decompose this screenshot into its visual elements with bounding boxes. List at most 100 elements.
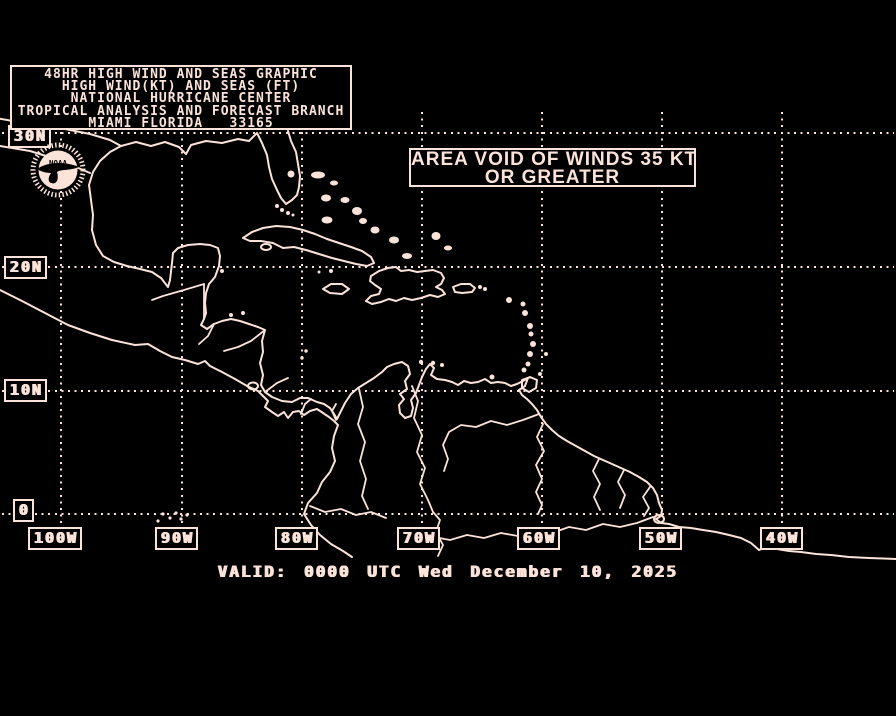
aruba [418, 359, 424, 365]
cuba [242, 225, 375, 267]
lon-label-80w: 80W [275, 527, 319, 550]
bahamas-island [340, 197, 350, 203]
bahamas-island [359, 218, 367, 224]
florida-key [275, 204, 279, 208]
margarita-island [489, 374, 495, 380]
san-andres-island [300, 356, 304, 360]
border-colombia-ecuador [309, 505, 387, 519]
antilles-island [520, 301, 526, 307]
border-suriname-frenchguiana [617, 469, 626, 509]
virgin-island [483, 287, 487, 291]
title-line: HIGH WIND(KT) AND SEAS (FT) [61, 79, 301, 95]
antilles-island [525, 361, 531, 367]
border-nicaragua-costarica [264, 377, 289, 393]
border-costarica-panama [300, 398, 312, 415]
border-mexico-guatemala [151, 283, 205, 301]
noaa-logo: NOAA [30, 142, 86, 198]
antilles-island [530, 341, 536, 347]
noaa-seagull-icon [37, 163, 79, 184]
border-honduras-nicaragua [223, 329, 266, 352]
curacao [430, 360, 436, 366]
coast-gulf-florida [0, 117, 301, 205]
antilles-island [527, 351, 533, 357]
border-panama-colombia [331, 403, 337, 421]
puerto-rico [452, 283, 476, 294]
bahamas-island [431, 232, 441, 240]
galapagos-island [168, 516, 172, 520]
lat-label-20n: 20N [4, 256, 48, 279]
cozumel-island [220, 269, 224, 273]
border-venezuela-guyana [535, 423, 545, 515]
antilles-island [528, 331, 534, 337]
border-guyana-suriname [592, 458, 601, 511]
florida-key [291, 213, 295, 217]
lake-okeechobee [287, 170, 295, 178]
tobago [538, 372, 542, 376]
border-guatemala-honduras [198, 323, 215, 345]
bahamas-island [402, 253, 412, 259]
lat-label-0: 0 [13, 499, 35, 522]
lon-label-60w: 60W [517, 527, 561, 550]
antilles-island [506, 297, 512, 303]
lon-label-100w: 100W [28, 527, 83, 550]
bahamas-island [321, 216, 333, 224]
antilles-island [522, 310, 528, 316]
lon-label-50w: 50W [639, 527, 683, 550]
border-frenchguiana-brazil [642, 486, 651, 517]
title-box: 48HR HIGH WIND AND SEAS GRAPHIC HIGH WIN… [10, 65, 352, 130]
florida-key [286, 211, 290, 215]
galapagos-island [179, 517, 183, 521]
valid-time-text: VALID: 0000 UTC Wed December 10, 2025 [217, 562, 679, 581]
annotation-line: OR GREATER [484, 167, 621, 188]
grid-lines [2, 112, 894, 526]
title-line: 48HR HIGH WIND AND SEAS GRAPHIC [44, 67, 318, 82]
borders-rivers [151, 283, 654, 557]
area-void-annotation-box: AREA VOID OF WINDS 35 KT OR GREATER [409, 148, 696, 187]
marajo-island [653, 514, 665, 524]
bahamas-island [389, 236, 399, 244]
trinidad [521, 376, 538, 393]
orinoco-river [442, 413, 540, 472]
cayman-island [329, 269, 333, 273]
noaa-logo-text-ring [30, 142, 86, 198]
bahamas-island [444, 245, 452, 251]
bahamas-island [311, 171, 325, 179]
lake-nicaragua [247, 381, 259, 391]
bay-island [229, 313, 233, 317]
lon-label-70w: 70W [397, 527, 441, 550]
bahamas-island [321, 194, 331, 202]
antilles-island [521, 367, 527, 373]
galapagos-island [185, 513, 189, 517]
title-line: TROPICAL ANALYSIS AND FORECAST BRANCH [17, 103, 345, 119]
hispaniola [365, 266, 446, 305]
magdalena-river [357, 388, 369, 510]
border-colombia-venezuela [411, 385, 434, 513]
islands [242, 225, 665, 524]
florida-key [280, 208, 284, 212]
bay-island [241, 311, 245, 315]
galapagos-island [174, 511, 178, 515]
lon-label-90w: 90W [155, 527, 199, 550]
galapagos-island [156, 519, 160, 523]
coast-pacific [0, 289, 353, 558]
barbados [544, 352, 548, 356]
bahamas-island [330, 180, 338, 186]
cayman-island [317, 270, 321, 274]
lon-label-40w: 40W [760, 527, 804, 550]
lat-label-10n: 10N [4, 379, 48, 402]
coast-mexico-caribbean-southamerica [88, 145, 896, 560]
small-islands [156, 170, 548, 523]
bahamas-island [370, 226, 380, 234]
annotation-line: AREA VOID OF WINDS 35 KT [411, 149, 698, 170]
isla-juventud [260, 243, 272, 251]
title-line: MIAMI FLORIDA 33165 [88, 115, 274, 131]
title-line: NATIONAL HURRICANE CENTER [70, 91, 292, 107]
bonaire [440, 363, 444, 367]
jamaica [322, 283, 350, 295]
galapagos-island [161, 512, 165, 516]
virgin-island [478, 285, 482, 289]
san-andres-island [304, 349, 308, 353]
bahamas-island [352, 207, 362, 215]
antilles-island [527, 323, 533, 329]
